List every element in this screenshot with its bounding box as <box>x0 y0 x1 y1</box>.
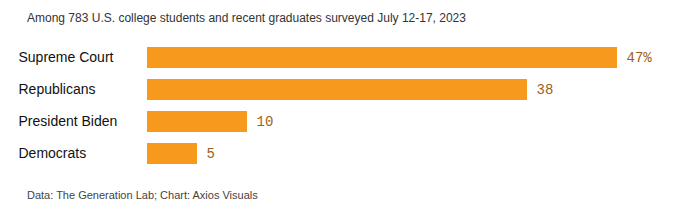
html-text:Data: The Generation Lab; Char: Data: The Generation Lab; Chart: Axios V… <box>27 189 258 201</box>
html-text:Among 783 U.S. college student: Among 783 U.S. college students and rece… <box>27 11 466 25</box>
svg-text:10: 10 <box>257 114 274 130</box>
svg-text:5: 5 <box>207 146 215 162</box>
svg-text:President Biden: President Biden <box>19 113 118 129</box>
svg-text:47%: 47% <box>627 50 653 66</box>
svg-text:Supreme Court: Supreme Court <box>19 49 114 65</box>
svg-text:38: 38 <box>537 82 554 98</box>
svg-text:Democrats: Democrats <box>19 145 87 161</box>
svg-text:Republicans: Republicans <box>19 81 96 97</box>
